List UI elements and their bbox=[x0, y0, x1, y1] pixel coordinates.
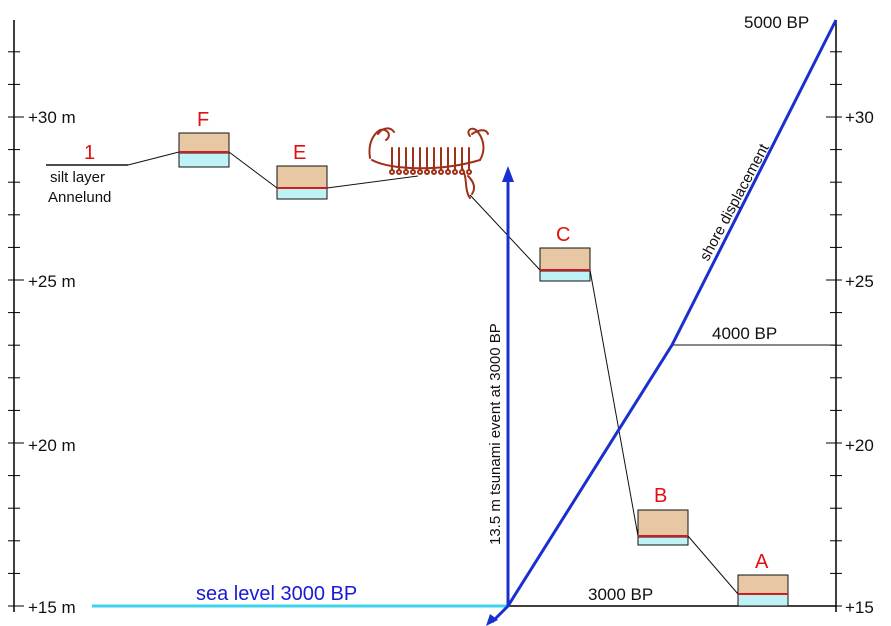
site-B-water bbox=[637, 536, 689, 546]
right-label-15: +15 bbox=[845, 598, 874, 617]
site-F: F bbox=[178, 109, 230, 168]
site-1-line2: Annelund bbox=[48, 189, 111, 206]
right-axis: +30 +25 +20 +15 bbox=[826, 20, 874, 617]
site-E: E bbox=[276, 142, 328, 200]
site-F-water bbox=[178, 152, 230, 168]
crew-dot bbox=[445, 169, 451, 175]
ship-keel-curl bbox=[467, 175, 476, 195]
site-A-water bbox=[737, 593, 789, 607]
right-axis-ticks bbox=[826, 51, 842, 607]
site-C-water bbox=[539, 270, 591, 282]
connector-C-B bbox=[589, 269, 639, 537]
connector-1-F bbox=[127, 151, 180, 166]
site-B-sediment bbox=[637, 509, 689, 538]
ship-prow-right bbox=[467, 127, 485, 161]
ship-hull bbox=[371, 159, 481, 170]
left-label-20: +20 m bbox=[28, 436, 76, 455]
ship-carving-icon bbox=[368, 127, 489, 199]
left-label-25: +25 m bbox=[28, 272, 76, 291]
site-F-sediment bbox=[178, 132, 230, 154]
crew-dot bbox=[466, 169, 472, 175]
site-E-sediment bbox=[276, 165, 328, 189]
left-axis-ticks bbox=[8, 51, 24, 607]
site-A-label: A bbox=[755, 551, 769, 573]
site-E-label: E bbox=[293, 142, 306, 164]
bp3000-label: 3000 BP bbox=[588, 585, 653, 604]
bp5000-label: 5000 BP bbox=[744, 13, 809, 32]
right-label-25: +25 bbox=[845, 272, 874, 291]
site-1-number: 1 bbox=[84, 142, 95, 164]
tsunami-arrow bbox=[486, 166, 514, 626]
site-C-label: C bbox=[556, 224, 570, 246]
crew-dot bbox=[403, 169, 409, 175]
ship-crew bbox=[389, 147, 472, 175]
bp4000-label: 4000 BP bbox=[712, 324, 777, 343]
site-1-line1: silt layer bbox=[50, 169, 105, 186]
ship-stern-curl bbox=[471, 129, 489, 135]
tsunami-label: 13.5 m tsunami event at 3000 BP bbox=[487, 323, 504, 545]
connector-B-A bbox=[687, 535, 739, 595]
left-label-30: +30 m bbox=[28, 108, 76, 127]
crew-dot bbox=[410, 169, 416, 175]
tsunami-arrow-tail-icon bbox=[486, 614, 498, 626]
crew-dot bbox=[396, 169, 402, 175]
left-axis: +30 m +25 m +20 m +15 m bbox=[8, 20, 76, 617]
site-B: B bbox=[637, 485, 689, 546]
crew-dot bbox=[452, 169, 458, 175]
site-A: A bbox=[737, 551, 789, 607]
ship-prow-curl bbox=[377, 127, 395, 135]
site-A-sediment bbox=[737, 574, 789, 595]
crew-dot bbox=[389, 169, 395, 175]
site-C-sediment bbox=[539, 247, 591, 272]
connector-E-carving bbox=[326, 175, 419, 189]
left-label-15: +15 m bbox=[28, 598, 76, 617]
crew-dot bbox=[438, 169, 444, 175]
ship-prow-left bbox=[368, 128, 390, 159]
tsunami-arrow-head-icon bbox=[502, 166, 514, 182]
right-label-20: +20 bbox=[845, 436, 874, 455]
connector-F-E bbox=[228, 151, 278, 189]
connector-carving-C bbox=[469, 194, 541, 271]
crew-dot bbox=[417, 169, 423, 175]
shore-displacement-label: shore displacement bbox=[697, 140, 773, 264]
site-F-label: F bbox=[197, 109, 209, 131]
site-E-water bbox=[276, 187, 328, 200]
crew-dot bbox=[431, 169, 437, 175]
site-C: C bbox=[539, 224, 591, 282]
sea-level-label: sea level 3000 BP bbox=[196, 583, 357, 605]
connector-lines bbox=[46, 151, 836, 595]
right-label-30: +30 bbox=[845, 108, 874, 127]
crew-dot bbox=[424, 169, 430, 175]
site-B-label: B bbox=[654, 485, 667, 507]
crew-dot bbox=[459, 169, 465, 175]
shore-displacement-line bbox=[506, 19, 838, 607]
